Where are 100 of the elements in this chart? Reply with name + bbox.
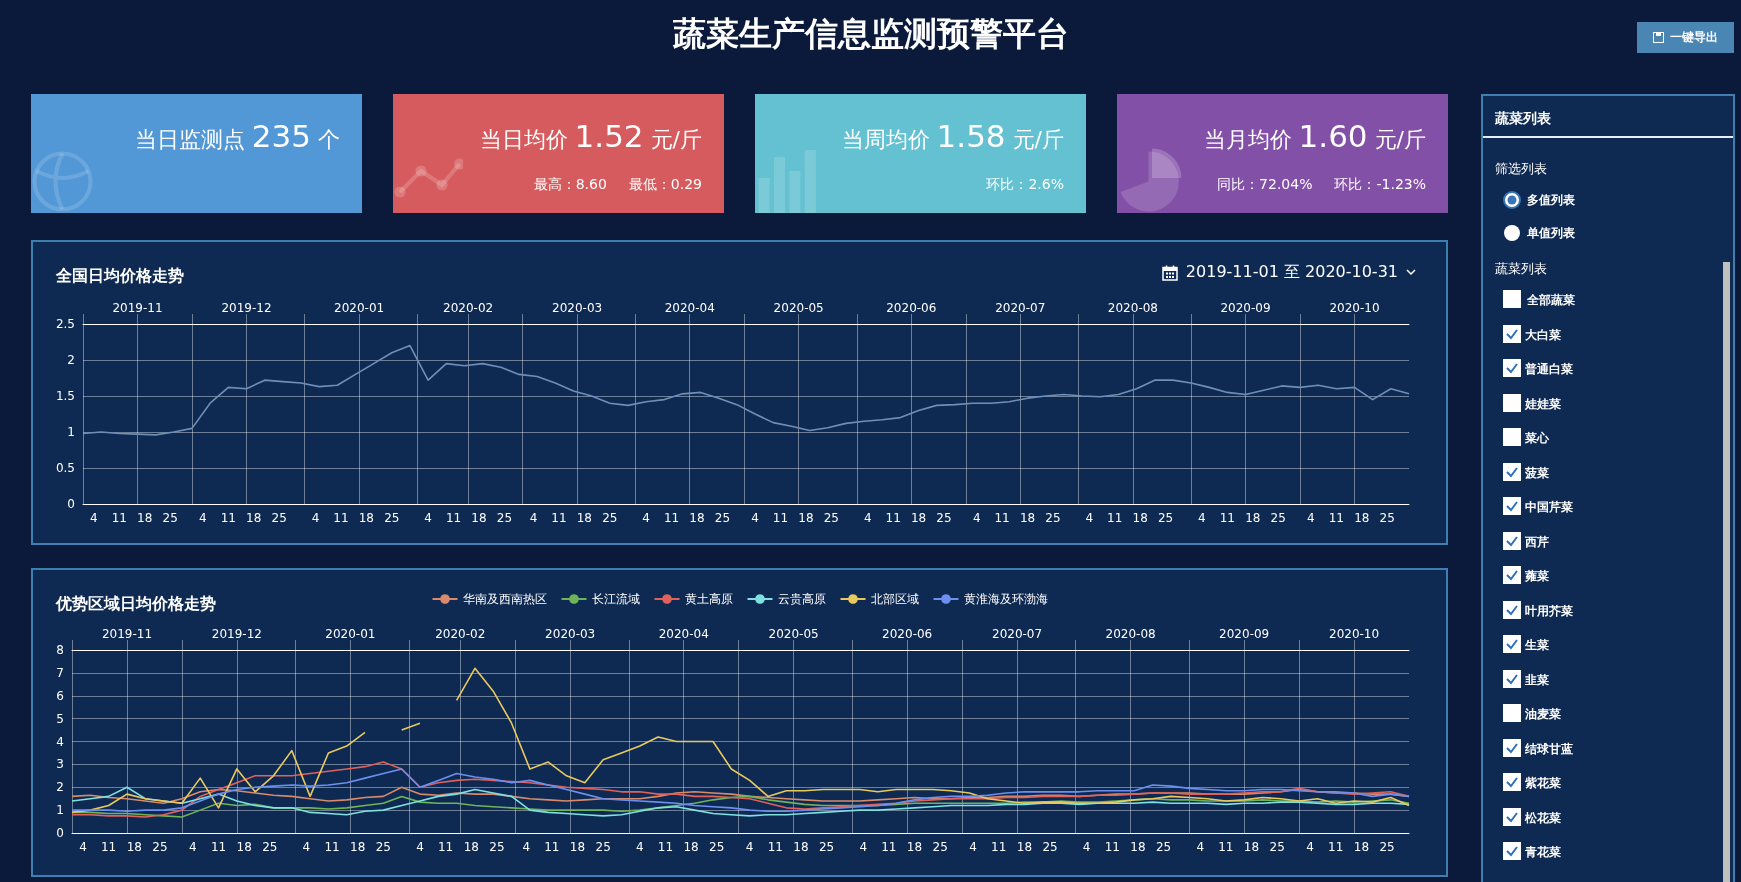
x2-tick-label: 2020-07 — [991, 627, 1043, 641]
x-tick-label: 25 — [1042, 840, 1058, 854]
x-tick-label: 4 — [751, 511, 759, 525]
x2-tick-label: 2020-09 — [1219, 627, 1270, 641]
text: 最低：0.29 — [628, 176, 702, 192]
y-tick-label: 1.5 — [55, 389, 75, 403]
text: 结球甘蓝 — [1525, 740, 1573, 758]
legend-label: 云贵高原 — [777, 592, 826, 606]
text: 蕹菜 — [1525, 568, 1549, 585]
x-tick-label: 4 — [1196, 840, 1205, 854]
x-tick-label: 18 — [1019, 511, 1036, 525]
y-tick-label: 8 — [56, 643, 64, 657]
x-tick-label: 4 — [302, 840, 311, 854]
x-tick-label: 4 — [969, 840, 977, 854]
text: 紫花菜 — [1525, 775, 1561, 792]
x-tick-label: 11 — [1328, 511, 1344, 525]
x2-tick-label: 2020-03 — [552, 301, 603, 315]
x-tick-label: 4 — [972, 511, 981, 525]
x-tick-label: 11 — [991, 840, 1007, 854]
text: 油麦菜 — [1525, 706, 1561, 723]
text: 当日监测点 235 个 — [134, 118, 340, 154]
x2-tick-label: 2020-10 — [1329, 301, 1380, 315]
x-tick-label: 11 — [100, 840, 117, 854]
x-tick-label: 4 — [1306, 840, 1314, 854]
text: 韭菜 — [1525, 671, 1549, 689]
x2-tick-label: 2020-06 — [882, 627, 933, 641]
x-tick-label: 18 — [1245, 511, 1261, 525]
y-tick-label: 6 — [56, 688, 64, 703]
line-series — [71, 761, 1410, 818]
x-tick-label: 4 — [416, 840, 424, 854]
text: 西芹 — [1525, 533, 1549, 551]
x-tick-label: 25 — [162, 511, 178, 525]
x-tick-label: 18 — [1354, 511, 1370, 525]
x-tick-label: 25 — [936, 511, 952, 525]
x-tick-label: 18 — [236, 840, 252, 854]
x-tick-label: 11 — [881, 840, 897, 854]
x-tick-label: 4 — [859, 840, 868, 854]
x-tick-label: 18 — [1016, 840, 1033, 854]
x-tick-label: 25 — [1379, 840, 1395, 854]
x-tick-label: 11 — [445, 511, 462, 525]
x-tick-label: 25 — [1270, 511, 1286, 525]
x-tick-label: 25 — [496, 511, 513, 525]
x-tick-label: 11 — [663, 511, 680, 525]
x-tick-label: 11 — [772, 511, 789, 525]
y-tick-label: 5 — [56, 711, 64, 726]
x-tick-label: 4 — [635, 840, 644, 854]
x-tick-label: 25 — [1157, 511, 1174, 525]
x2-tick-label: 2020-08 — [1107, 301, 1158, 315]
x-tick-label: 18 — [1132, 511, 1148, 525]
text: 环比：-1.23% — [1334, 176, 1426, 192]
line-series — [71, 786, 1410, 817]
x-tick-label: 11 — [333, 511, 349, 525]
x-tick-label: 18 — [798, 511, 814, 525]
text: 多值列表 — [1527, 192, 1575, 209]
text: 普通白菜 — [1525, 361, 1573, 378]
x-tick-label: 4 — [1082, 840, 1091, 854]
text: 大白菜 — [1525, 326, 1561, 344]
x-tick-label: 4 — [1307, 511, 1315, 525]
text: 菠菜 — [1525, 464, 1549, 482]
y-tick-label: 4 — [56, 734, 64, 749]
y-tick-label: 2 — [56, 780, 64, 795]
y-tick-label: 0 — [67, 497, 75, 511]
text: 蔬菜列表 — [1495, 110, 1551, 128]
x-tick-label: 11 — [437, 840, 454, 854]
x-tick-label: 18 — [683, 840, 699, 854]
x2-tick-label: 2019-12 — [211, 627, 262, 641]
x-tick-label: 18 — [689, 511, 705, 525]
chart-title: 全国日均价格走势 — [55, 266, 184, 284]
x-tick-label: 11 — [1218, 840, 1234, 854]
x-tick-label: 25 — [709, 840, 725, 854]
x-tick-label: 25 — [271, 511, 287, 525]
x-tick-label: 4 — [522, 840, 531, 854]
text: 当周均价 1.58 元/斤 — [841, 118, 1064, 154]
x-tick-label: 4 — [189, 840, 197, 854]
x2-tick-label: 2020-07 — [995, 301, 1046, 315]
x2-tick-label: 2020-02 — [443, 301, 494, 315]
text: 当日均价 1.52 元/斤 — [479, 118, 702, 154]
x2-tick-label: 2020-05 — [773, 301, 824, 315]
x-tick-label: 4 — [1198, 511, 1206, 525]
x2-tick-label: 2020-05 — [768, 627, 819, 641]
x-tick-label: 11 — [657, 840, 674, 854]
x-tick-label: 11 — [767, 840, 783, 854]
x2-tick-label: 2020-01 — [325, 627, 376, 641]
x2-tick-label: 2020-04 — [658, 627, 709, 641]
x-tick-label: 18 — [350, 840, 366, 854]
chart-title: 优势区域日均价格走势 — [55, 594, 216, 612]
text: 2019-11-01 至 2020-10-31 — [1185, 262, 1398, 283]
x-tick-label: 25 — [602, 511, 618, 525]
y-tick-label: 2.5 — [55, 317, 75, 331]
x-tick-label: 18 — [246, 511, 262, 525]
x-tick-label: 11 — [544, 840, 560, 854]
x-tick-label: 18 — [576, 511, 592, 525]
x2-tick-label: 2019-11 — [112, 301, 163, 315]
text: 最高：8.60 — [533, 176, 607, 192]
text: 筛选列表 — [1495, 160, 1547, 178]
text: 生菜 — [1525, 637, 1549, 654]
y-tick-label: 1 — [56, 803, 64, 818]
x-tick-label: 18 — [569, 840, 586, 854]
text: 叶用芥菜 — [1525, 602, 1573, 620]
x-tick-label: 18 — [1353, 840, 1370, 854]
